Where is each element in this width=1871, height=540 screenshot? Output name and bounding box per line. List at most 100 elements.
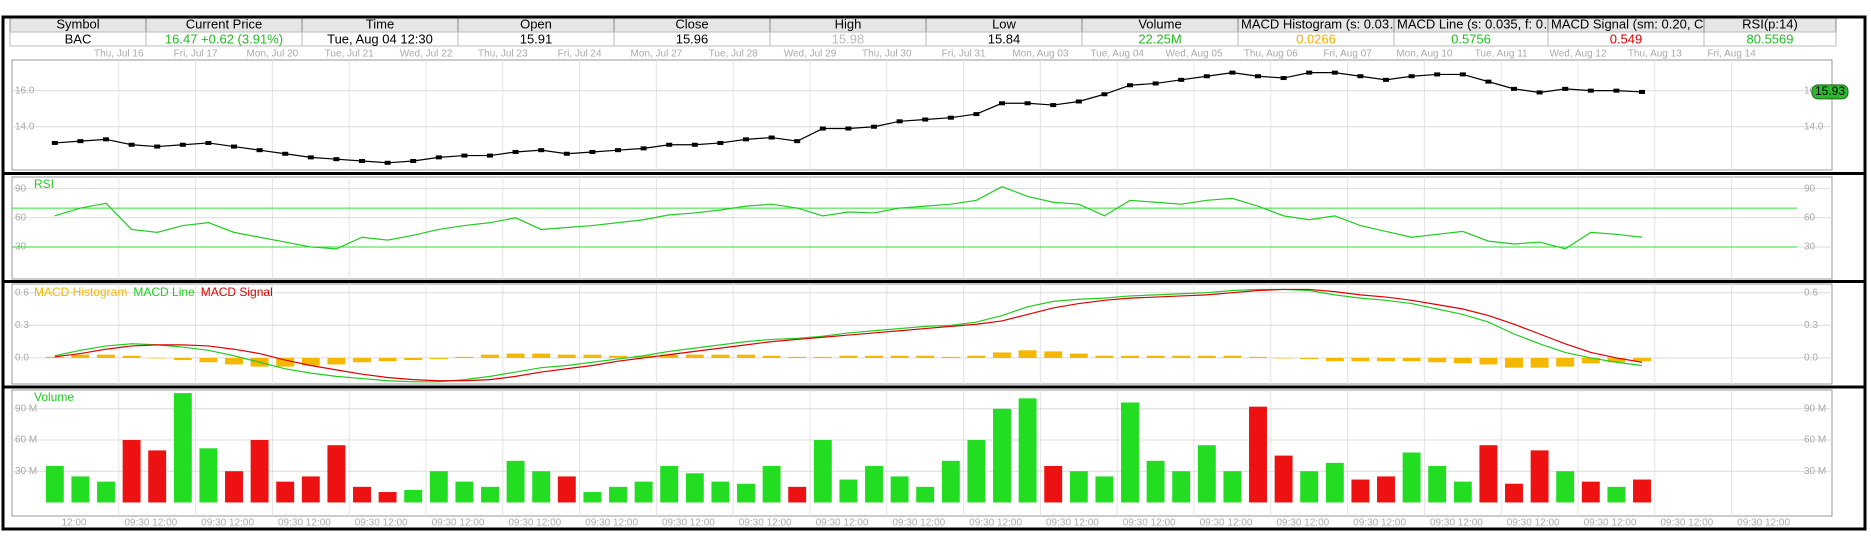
price-mark (487, 153, 493, 158)
price-mark (999, 101, 1005, 106)
histogram-bar (1530, 357, 1549, 368)
histogram-bar (557, 354, 576, 358)
price-mark (333, 157, 340, 162)
volume-bar (1530, 450, 1549, 503)
y-tick-label: 0.6 (1804, 287, 1818, 298)
volume-bar (173, 393, 192, 503)
price-mark (154, 144, 161, 149)
histogram-bar (506, 353, 525, 358)
histogram-bar (455, 356, 474, 358)
price-mark (538, 148, 545, 153)
series-line (54, 288, 1643, 382)
date-label: Tue, Jul 21 (325, 49, 375, 60)
price-mark (1357, 74, 1364, 79)
histogram-bar (609, 355, 627, 358)
volume-bar (557, 476, 576, 503)
time-label: 09:30 12:00 (1200, 518, 1253, 529)
volume-bar (660, 466, 679, 503)
date-label: Tue, Jul 28 (709, 49, 759, 60)
column-header: Volume (1138, 16, 1181, 31)
histogram-bar (788, 356, 807, 358)
histogram-bar (685, 354, 704, 358)
cell-value: 22.25M (1138, 31, 1181, 46)
date-label: Tue, Aug 11 (1475, 49, 1528, 60)
price-mark (819, 126, 826, 131)
legend-label: MACD Signal (201, 285, 273, 299)
price-mark (1434, 72, 1441, 77)
column-header: Open (520, 16, 552, 31)
time-label: 09:30 12:00 (969, 518, 1022, 529)
volume-bar (941, 460, 960, 503)
price-mark (1639, 89, 1645, 94)
price-mark (435, 155, 442, 160)
y-tick-label: 0.3 (15, 320, 29, 331)
date-label: Thu, Aug 13 (1628, 49, 1682, 60)
price-mark (768, 135, 775, 140)
histogram-bar (1377, 357, 1395, 362)
y-tick-label: 60 (15, 212, 27, 223)
histogram-bar (1044, 351, 1063, 358)
price-mark (1613, 88, 1620, 93)
volume-bar (1633, 479, 1651, 503)
column-header: Symbol (56, 16, 99, 31)
cell-value: 0.5756 (1451, 31, 1491, 46)
volume-bar (1607, 486, 1626, 503)
price-mark (103, 137, 109, 142)
price-mark (691, 142, 698, 147)
volume-bar (455, 481, 474, 503)
date-label: Thu, Jul 16 (94, 49, 144, 60)
date-label: Wed, Aug 05 (1165, 49, 1223, 60)
price-mark (845, 126, 852, 131)
price-mark (77, 139, 84, 144)
price-mark (1562, 86, 1569, 91)
volume-bar (1377, 476, 1395, 503)
price-mark (51, 140, 58, 145)
volume-bar (250, 439, 269, 503)
histogram-bar (865, 355, 883, 358)
histogram-bar (45, 356, 64, 358)
date-label: Thu, Jul 23 (478, 49, 528, 60)
histogram-bar (148, 357, 167, 359)
volume-bar (609, 486, 627, 503)
histogram-bar (1428, 357, 1447, 363)
y-tick-label: 90 (1804, 183, 1816, 194)
volume-bar (1044, 466, 1063, 503)
histogram-bar (941, 356, 960, 358)
cell-value: BAC (65, 31, 92, 46)
price-mark (359, 158, 365, 163)
histogram-bar (1581, 357, 1600, 364)
volume-bar (1223, 471, 1242, 503)
column-header: MACD Line (s: 0.035, f: 0… (1397, 16, 1556, 31)
time-label: 09:30 12:00 (1046, 518, 1099, 529)
price-mark (640, 146, 647, 151)
histogram-bar (1172, 355, 1191, 358)
price-mark (717, 140, 724, 145)
price-mark (1075, 99, 1082, 104)
volume-bar (532, 471, 551, 503)
volume-bar (1095, 476, 1114, 503)
time-label: 09:30 12:00 (432, 518, 485, 529)
price-mark (1485, 79, 1492, 84)
price-mark (1331, 70, 1338, 75)
histogram-bar (1223, 355, 1242, 358)
histogram-bar (1146, 355, 1165, 358)
histogram-bar (276, 357, 295, 367)
histogram-bar (1018, 350, 1037, 358)
histogram-bar (1197, 355, 1216, 358)
histogram-bar (71, 354, 90, 358)
price-mark (1511, 86, 1517, 91)
panel-title: Volume (34, 390, 74, 404)
cell-value: 15.96 (676, 31, 709, 46)
time-label: 09:30 12:00 (1123, 518, 1176, 529)
date-label: Fri, Aug 14 (1707, 49, 1756, 60)
histogram-bar (711, 354, 730, 358)
time-label: 09:30 12:00 (1737, 518, 1790, 529)
y-tick-label: 90 M (1804, 403, 1826, 414)
histogram-bar (1453, 357, 1472, 364)
date-label: Fri, Jul 24 (558, 49, 602, 60)
histogram-bar (122, 355, 141, 358)
cell-value: 80.5569 (1747, 31, 1794, 46)
volume-bar (481, 486, 499, 503)
volume-bar (1402, 452, 1421, 503)
last-price-label: 15.93 (1815, 84, 1845, 98)
